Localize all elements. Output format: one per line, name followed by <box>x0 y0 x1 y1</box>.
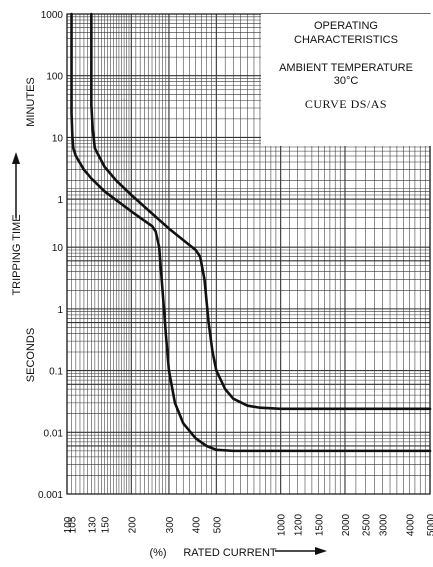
annotation-line1: OPERATING <box>314 20 378 32</box>
grid <box>66 13 431 495</box>
y-axis-seconds-label: SECONDS <box>25 328 37 382</box>
x-axis-prefix: (%) <box>149 547 166 559</box>
axis-labels: (%) RATED CURRENT TRIPPING TIME MINUTES … <box>11 77 327 559</box>
annotation-line4: 30°C <box>334 75 359 87</box>
y-tick-label-seconds: 0.1 <box>49 367 63 378</box>
x-tick-label: 1200 <box>294 513 305 536</box>
annotation-line3: AMBIENT TEMPERATURE <box>279 62 413 74</box>
x-tick-label: 3000 <box>379 513 390 536</box>
y-axis-minutes-label: MINUTES <box>25 77 37 127</box>
y-tick-label-minutes: 100 <box>46 72 63 83</box>
x-tick-label: 130 <box>87 516 98 533</box>
y-tick-label-seconds: 10 <box>52 243 64 254</box>
curve-series-1 <box>70 12 432 453</box>
annotation-box: OPERATING CHARACTERISTICS AMBIENT TEMPER… <box>261 14 432 146</box>
x-tick-label: 200 <box>127 516 138 533</box>
x-tick-label: 1000 <box>277 513 288 536</box>
y-axis-label: TRIPPING TIME <box>11 214 23 295</box>
annotation-line2: CHARACTERISTICS <box>294 34 398 46</box>
x-tick-label: 5000 <box>426 513 433 536</box>
y-tick-label-seconds: 0.001 <box>38 490 63 501</box>
y-tick-label-seconds: 1 <box>57 305 63 316</box>
x-tick-label: 1500 <box>314 513 325 536</box>
y-axis-arrow <box>12 152 20 218</box>
curve-series-2 <box>90 12 432 411</box>
y-tick-label-minutes: 10 <box>52 133 64 144</box>
x-tick-label: 4000 <box>405 513 416 536</box>
x-tick-label: 400 <box>192 516 203 533</box>
plot-frame <box>66 13 431 495</box>
annotation-background <box>261 14 432 146</box>
y-tick-label-seconds: 0.01 <box>44 428 64 439</box>
x-tick-label: 300 <box>165 516 176 533</box>
x-axis-arrow <box>275 547 327 555</box>
x-axis-label: RATED CURRENT <box>183 547 277 559</box>
x-tick-label: 2000 <box>341 513 352 536</box>
annotation-line5: CURVE DS/AS <box>305 97 387 111</box>
y-tick-label-minutes: 1 <box>57 195 63 206</box>
x-tick-label: 100 <box>63 516 74 533</box>
x-tick-label: 500 <box>212 516 223 533</box>
y-tick-label-minutes: 1000 <box>41 10 64 21</box>
curves <box>70 12 432 453</box>
x-tick-label: 2500 <box>362 513 373 536</box>
x-tick-label: 105 <box>68 516 79 533</box>
x-tick-label: 150 <box>101 516 112 533</box>
